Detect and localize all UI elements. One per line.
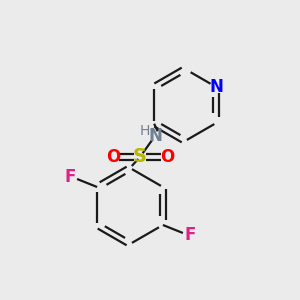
- Text: N: N: [148, 127, 162, 145]
- Text: N: N: [209, 78, 223, 96]
- Text: F: F: [184, 226, 196, 244]
- Text: H: H: [140, 124, 150, 138]
- Text: F: F: [64, 168, 76, 186]
- Text: O: O: [106, 148, 120, 166]
- Text: S: S: [133, 148, 147, 166]
- Text: O: O: [160, 148, 174, 166]
